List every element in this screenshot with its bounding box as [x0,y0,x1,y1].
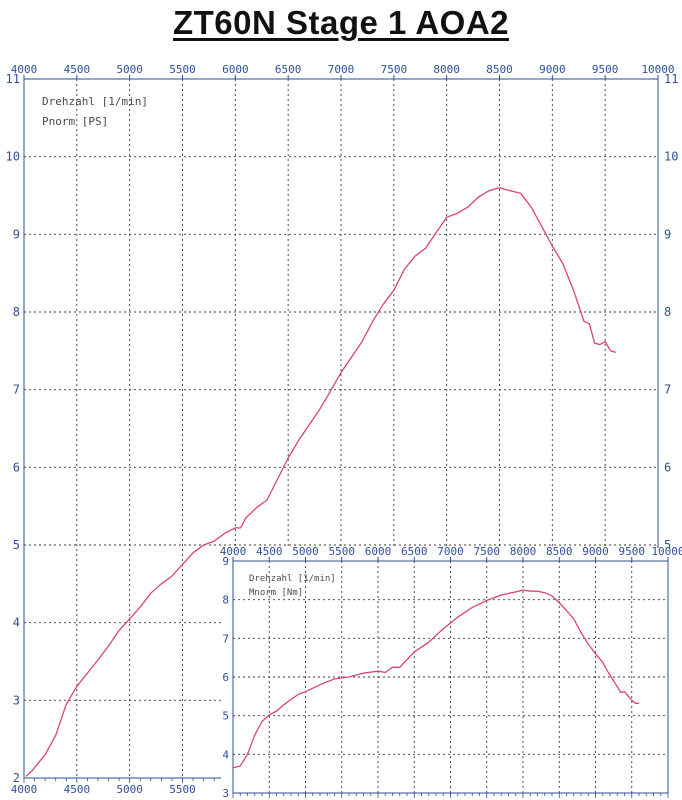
x-tick-label-top: 9500 [619,545,646,558]
x-tick-label-top: 5000 [116,63,143,76]
legend-label: Drehzahl [1/min] [249,574,336,584]
y-tick-label-left: 3 [13,693,20,707]
y-tick-label-left: 6 [13,460,20,474]
x-tick-label-top: 4500 [256,545,283,558]
x-tick-label-top: 8000 [433,63,460,76]
y-tick-label-left: 9 [13,227,20,241]
legend-label: Drehzahl [1/min] [42,95,148,108]
y-tick-label-left: 9 [222,555,229,568]
y-tick-label-left: 4 [222,748,229,761]
x-tick-label-top: 9000 [539,63,566,76]
y-tick-label-left: 11 [6,72,20,86]
x-tick-label-top: 6500 [401,545,428,558]
x-tick-label-bottom: 5000 [116,783,143,796]
x-tick-label-top: 5500 [329,545,356,558]
x-tick-label-top: 4000 [11,63,38,76]
x-tick-label-top: 5000 [292,545,319,558]
x-tick-label-top: 9500 [592,63,619,76]
x-tick-label-top: 6500 [275,63,302,76]
y-tick-label-right: 7 [664,383,671,397]
torque-chart: 4000 4500 5000 5500 6000 6500 7000 7500 8000 8500… [220,545,682,800]
x-tick-label-top: 8000 [510,545,537,558]
x-tick-label-bottom: 4500 [64,783,91,796]
y-tick-label-left: 10 [6,150,20,164]
legend-label: Mnorm [Nm] [249,588,303,598]
y-tick-label-left: 6 [222,671,229,684]
x-tick-label-bottom: 4000 [11,783,38,796]
y-tick-label-left: 7 [222,632,229,645]
x-tick-label-top: 4500 [64,63,91,76]
series-line [232,589,639,769]
y-tick-label-left: 8 [13,305,20,319]
y-tick-label-left: 4 [13,616,20,630]
x-tick-label-top: 10000 [651,545,682,558]
y-tick-label-right: 11 [664,72,678,86]
inset-cover [221,548,682,800]
y-tick-label-right: 10 [664,150,678,164]
x-tick-label-top: 7000 [437,545,464,558]
x-tick-label-top: 7500 [474,545,501,558]
page-title: ZT60N Stage 1 AOA2 [172,4,510,41]
y-tick-label-right: 5 [664,538,671,552]
y-tick-label-left: 2 [13,771,20,785]
x-tick-label-bottom: 5500 [169,783,196,796]
legend-label: Pnorm [PS] [42,115,108,128]
series-line [25,187,616,777]
y-tick-label-left: 5 [13,538,20,552]
y-tick-label-right: 6 [664,460,671,474]
x-tick-label-top: 7000 [328,63,355,76]
power-chart: 4000 4500 5000 5500 6000 6500 7000 7500 8000 8500… [6,63,679,796]
x-tick-label-top: 8500 [546,545,573,558]
x-tick-label-top: 4000 [220,545,247,558]
x-tick-label-top: 7500 [381,63,408,76]
x-tick-label-top: 6000 [222,63,249,76]
x-tick-label-top: 5500 [169,63,196,76]
x-tick-label-top: 6000 [365,545,392,558]
y-tick-label-right: 9 [664,227,671,241]
y-tick-label-right: 8 [664,305,671,319]
x-tick-label-top: 9000 [582,545,609,558]
x-tick-label-top: 8500 [486,63,513,76]
y-tick-label-left: 7 [13,383,20,397]
x-tick-label-top: 10000 [641,63,674,76]
y-tick-label-left: 8 [222,594,229,607]
y-tick-label-left: 3 [222,787,229,800]
y-tick-label-left: 5 [222,710,229,723]
